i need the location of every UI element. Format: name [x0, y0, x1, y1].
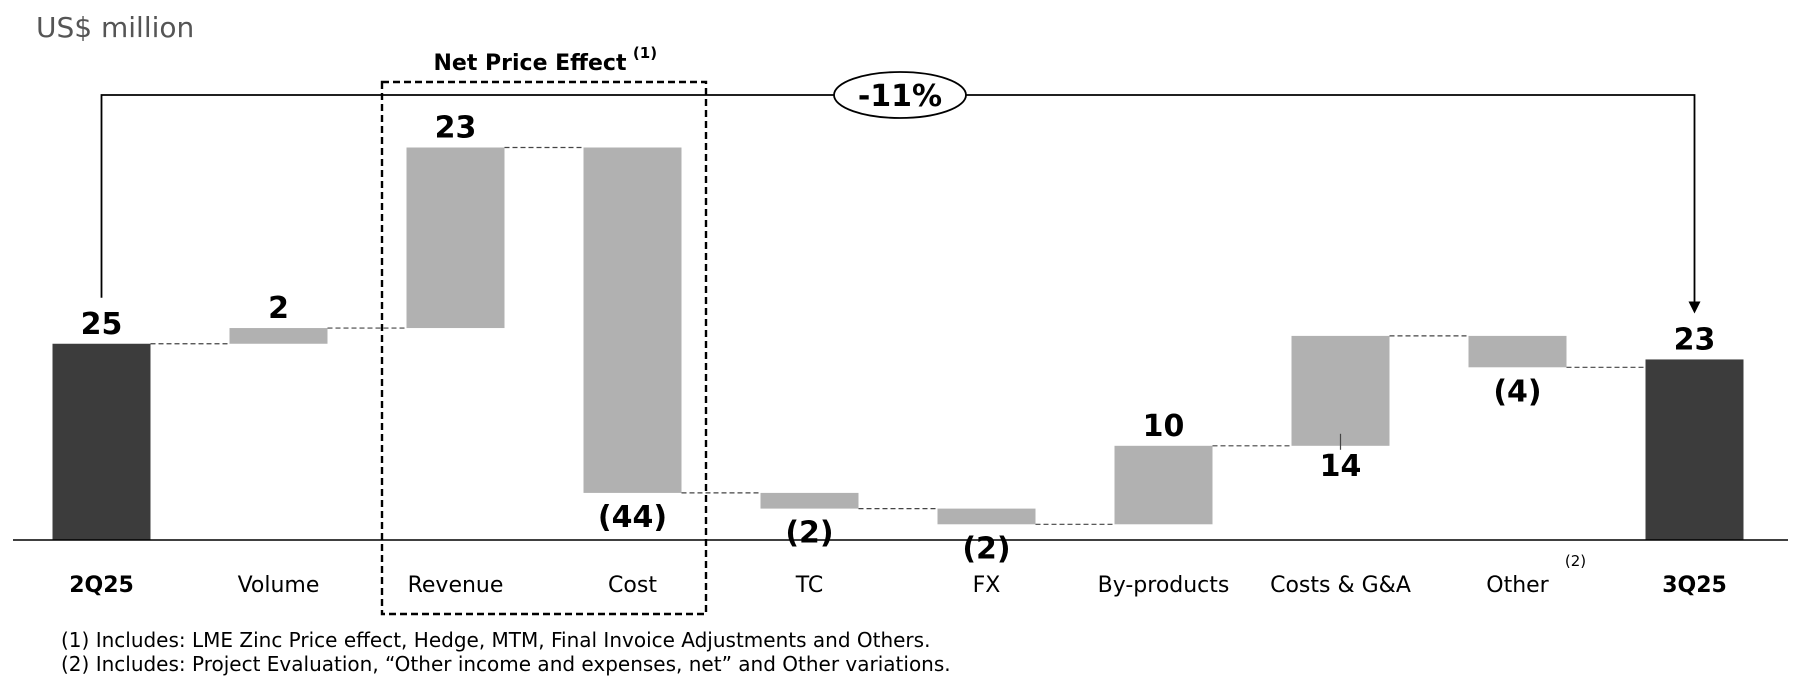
value-label-cost: (44) [598, 500, 667, 535]
value-label-tc: (2) [785, 516, 833, 551]
bar-other [1468, 335, 1567, 368]
category-label-volume: Volume [238, 573, 320, 598]
value-label-2q25: 25 [81, 307, 123, 342]
footnote-1: (1) Includes: LME Zinc Price effect, Hed… [61, 628, 930, 652]
bar-volume [229, 328, 328, 344]
change-percentage: -11% [858, 79, 942, 114]
footnote-marker-other: (2) [1565, 552, 1586, 570]
category-label-cost: Cost [608, 573, 657, 598]
bar-2q25 [52, 343, 151, 540]
value-label-volume: 2 [268, 291, 289, 326]
bar-by-products [1114, 445, 1213, 525]
net-price-effect-box [380, 80, 708, 616]
net-price-effect-title: Net Price Effect [434, 51, 627, 76]
change-bracket-right [966, 94, 1696, 304]
category-label-tc: TC [795, 573, 824, 598]
category-label-other: Other [1486, 573, 1549, 598]
bar-costs-and-ganda [1291, 335, 1390, 446]
bar-cost [583, 147, 682, 493]
change-arrowhead [1688, 301, 1701, 314]
change-ellipse [833, 71, 967, 119]
category-label-revenue: Revenue [408, 573, 504, 598]
footnote-2: (2) Includes: Project Evaluation, “Other… [61, 652, 951, 676]
bar-3q25 [1645, 359, 1744, 540]
category-label-fx: FX [973, 573, 1001, 598]
bar-revenue [406, 147, 505, 329]
value-label-3q25: 23 [1674, 322, 1716, 357]
value-label-other: (4) [1493, 374, 1541, 409]
chart-marks: 25 2 23 (44) (2) (2) 10 14 (4) 23 2Q25 Volume Revenu… [13, 44, 1788, 616]
net-price-effect-marker: (1) [633, 44, 657, 62]
bar-fx [937, 508, 1036, 525]
value-label-fx: (2) [962, 531, 1010, 566]
value-label-by-products: 10 [1143, 409, 1185, 444]
unit-label: US$ million [36, 11, 194, 44]
value-label-revenue: 23 [435, 111, 477, 146]
category-label-2q25: 2Q25 [69, 573, 134, 598]
change-bracket-left [100, 94, 834, 298]
category-label-3q25: 3Q25 [1662, 573, 1727, 598]
value-label-costs-and-ganda: 14 [1320, 449, 1362, 484]
category-label-by-products: By-products [1098, 573, 1230, 598]
category-label-costs-and-ganda: Costs & G&A [1270, 573, 1411, 598]
bar-tc [760, 492, 859, 509]
